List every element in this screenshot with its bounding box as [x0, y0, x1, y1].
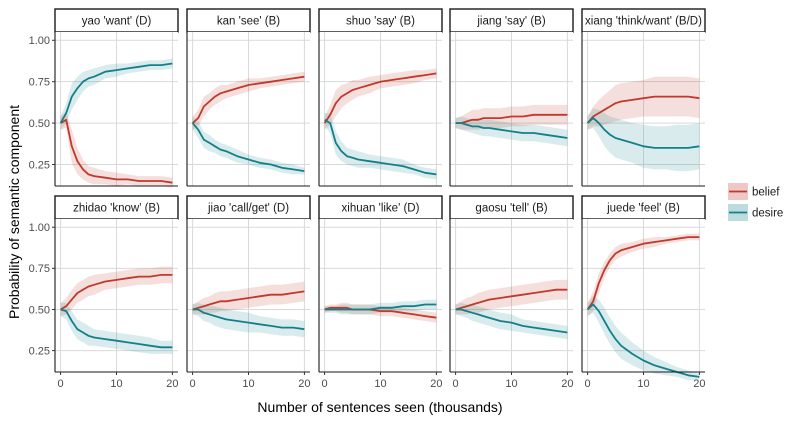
y-axis-title: Probability of semantic component: [6, 105, 22, 319]
x-tick-label: 20: [693, 378, 705, 390]
legend-label-desire: desire: [752, 208, 783, 220]
facet-panel: xihuan 'like' (D) 0 10 20: [318, 195, 443, 390]
x-tick-label: 10: [110, 378, 122, 390]
x-tick-label: 20: [561, 378, 573, 390]
series-line-belief: [586, 95, 700, 124]
series-ribbon-desire: [324, 113, 437, 180]
series-line-belief: [60, 118, 173, 184]
x-tick-label: 10: [637, 378, 649, 390]
facet-strip-title: jiang 'say' (B): [476, 16, 545, 28]
series-ribbon-belief: [324, 68, 437, 130]
series-line-desire: [455, 122, 568, 139]
facet-panel: kan 'see' (B): [186, 8, 311, 187]
x-tick-label: 0: [58, 378, 64, 390]
series-line-belief: [60, 274, 173, 311]
series-ribbon-desire: [60, 58, 173, 130]
facet-panel: jiang 'say' (B): [449, 8, 574, 187]
series-ribbon-desire: [60, 302, 173, 354]
facet-strip-title: xihuan 'like' (D): [342, 203, 420, 215]
series-line-belief: [192, 75, 305, 124]
x-axis-title: Number of sentences seen (thousands): [257, 399, 502, 415]
facet-panel: xiang 'think/want' (B/D): [581, 8, 706, 187]
series-ribbon-belief: [60, 266, 173, 317]
series-line-desire: [60, 308, 173, 349]
y-tick-label: 0.25: [29, 159, 50, 171]
x-tick-label: 10: [242, 378, 254, 390]
series-ribbon-desire: [455, 302, 568, 340]
x-tick-label: 0: [585, 378, 591, 390]
series-line-desire: [587, 117, 700, 149]
series-ribbon-belief: [587, 76, 700, 130]
facet-panels: yao 'want' (D) 0.25 0.50 0.75 1.00 kan 'see' …: [29, 8, 706, 390]
facet-strip-title: gaosu 'tell' (B): [475, 203, 547, 215]
series-line-desire: [191, 122, 305, 172]
facet-strip-title: shuo 'say' (B): [346, 16, 415, 28]
facet-panel: jiao 'call/get' (D) 0 10 20: [186, 195, 311, 390]
x-tick-label: 20: [166, 378, 178, 390]
series-line-belief: [586, 236, 700, 311]
series-line-belief: [192, 290, 305, 311]
series-line-desire: [324, 303, 437, 311]
y-tick-label: 0.50: [29, 304, 50, 316]
series-line-desire: [455, 308, 568, 334]
facet-panel: shuo 'say' (B): [318, 8, 443, 187]
series-ribbon-desire: [587, 108, 700, 172]
facet-panel: yao 'want' (D) 0.25 0.50 0.75 1.00: [29, 8, 179, 188]
x-tick-label: 0: [322, 378, 328, 390]
facet-strip-title: yao 'want' (D): [82, 16, 152, 28]
series-line-belief: [455, 288, 568, 311]
series-ribbon-belief: [324, 302, 437, 323]
facet-strip-title: zhidao 'know' (B): [73, 203, 160, 215]
legend: belief desire: [728, 183, 783, 221]
x-tick-label: 0: [190, 378, 196, 390]
y-tick-label: 1.00: [29, 35, 50, 47]
series-line-desire: [59, 62, 173, 124]
facet-strip-title: xiang 'think/want' (B/D): [585, 16, 702, 28]
series-ribbon-desire: [192, 302, 305, 338]
y-tick-label: 0.50: [29, 118, 50, 130]
series-ribbon-belief: [192, 71, 305, 130]
facet-panel: gaosu 'tell' (B) 0 10 20: [449, 195, 574, 390]
legend-label-belief: belief: [752, 187, 780, 199]
series-line-belief: [455, 113, 568, 124]
series-line-desire: [324, 119, 437, 176]
facet-strip-title: kan 'see' (B): [217, 16, 280, 28]
facet-panel: zhidao 'know' (B) 0.25 0.50 0.75 1.00 0 10 20: [29, 195, 179, 390]
y-tick-label: 0.75: [29, 76, 50, 88]
x-tick-label: 0: [453, 378, 459, 390]
x-tick-label: 10: [505, 378, 517, 390]
x-tick-label: 20: [298, 378, 310, 390]
series-line-desire: [192, 308, 305, 331]
x-tick-label: 20: [430, 378, 442, 390]
facet-strip-title: juede 'feel' (B): [606, 203, 680, 215]
facet-strip-title: jiao 'call/get' (D): [207, 203, 289, 215]
facet-panel: juede 'feel' (B) 0 10 20: [581, 195, 706, 390]
y-tick-label: 0.75: [29, 263, 50, 275]
series-ribbon-belief: [60, 111, 173, 188]
x-tick-label: 10: [374, 378, 386, 390]
series-line-belief: [323, 72, 437, 124]
y-tick-label: 0.25: [29, 345, 50, 357]
y-tick-label: 1.00: [29, 222, 50, 234]
